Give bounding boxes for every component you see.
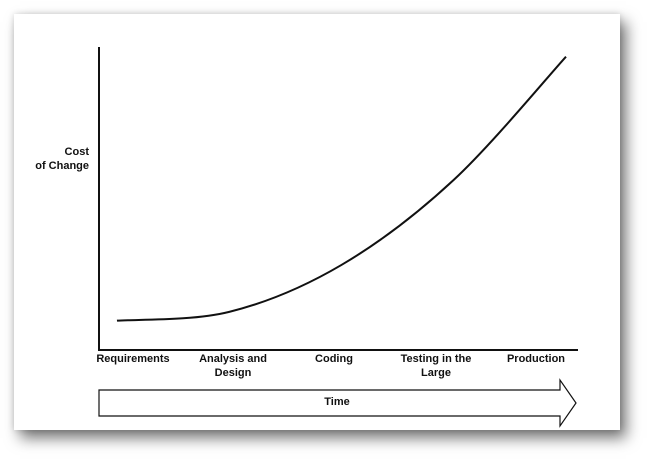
cost-of-change-chart: Requirements Analysis and Design Coding Test… (96, 47, 578, 428)
x-tick-label: Analysis and Design (199, 353, 267, 379)
x-tick-labels: Requirements Analysis and Design Coding Test… (96, 353, 565, 379)
x-tick-label: Coding (315, 353, 353, 365)
x-tick-label: Production (507, 353, 565, 365)
time-arrow (98, 378, 577, 428)
y-axis-label: Cost of Change (35, 146, 89, 172)
x-tick-label: Requirements (96, 353, 169, 365)
x-axis-label: Time (324, 396, 349, 408)
cost-curve-line (116, 55, 567, 322)
chart-card: Cost of Change Requirements Analysis and D… (14, 14, 620, 430)
x-tick-label: Testing in the Large (401, 353, 472, 379)
